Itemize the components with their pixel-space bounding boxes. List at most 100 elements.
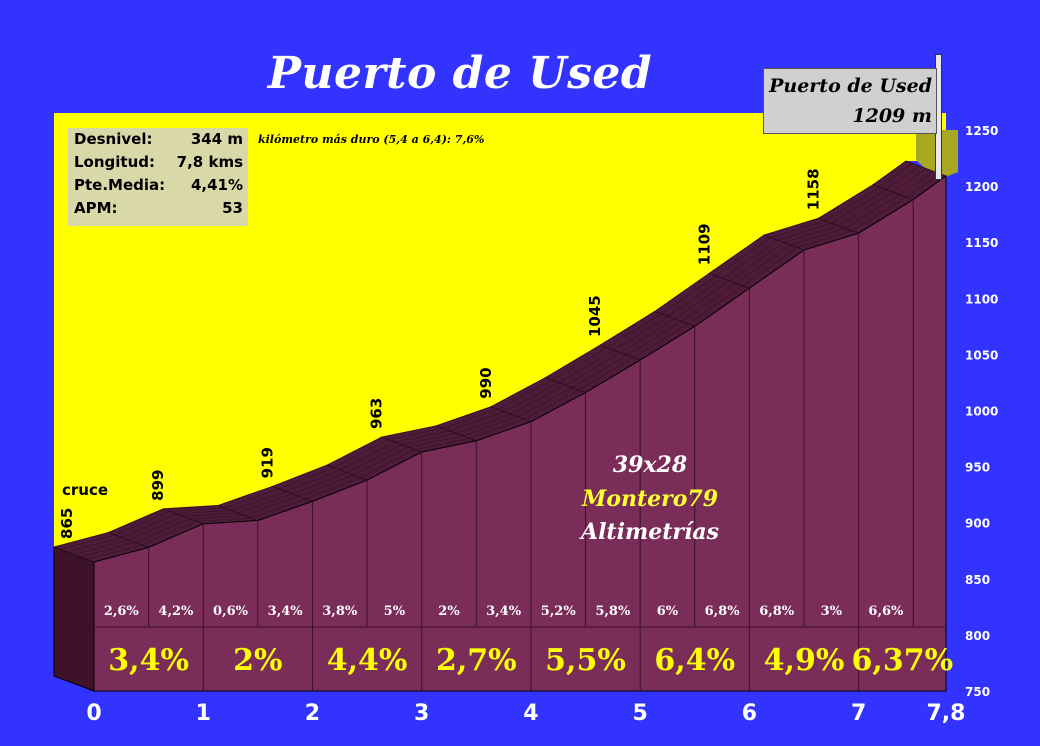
profile-top-hatch [606, 313, 662, 348]
profile-top-hatch [838, 191, 894, 226]
half-km-gradient-label: 5,2% [541, 604, 577, 619]
profile-top-hatch [777, 222, 833, 241]
profile-top-hatch [135, 518, 191, 543]
y-tick-label: 800 [965, 629, 990, 643]
y-tick-label: 1150 [965, 236, 998, 250]
y-tick-label: 950 [965, 461, 990, 475]
profile-top-hatch [497, 379, 553, 410]
profile-top-hatch [558, 349, 614, 383]
y-tick-label: 1100 [965, 292, 998, 306]
profile-top-hatch [442, 408, 498, 429]
half-km-gradient-label: 5,8% [595, 604, 631, 619]
profile-top-hatch [333, 439, 389, 468]
profile-top-hatch [626, 321, 682, 356]
half-km-gradient-label: 6% [657, 604, 679, 619]
profile-top-hatch [681, 282, 737, 322]
profile-top-hatch [504, 382, 560, 412]
profile-top-hatch [292, 472, 348, 495]
km-gradient-label: 6,4% [654, 643, 735, 678]
profile-top-hatch [408, 435, 464, 448]
credit-line-1: 39x28 [612, 452, 688, 478]
profile-top-hatch [449, 411, 505, 432]
profile-top-hatch [60, 534, 116, 550]
stat-value: 4,41% [190, 176, 243, 194]
profile-top-hatch [619, 318, 675, 353]
altitude-label: 899 [149, 470, 167, 501]
km-gradient-label: 2,7% [436, 643, 517, 678]
km-gradient-label: 2% [233, 643, 282, 678]
km-gradient-label: 6,37% [852, 643, 954, 678]
altitude-label: 990 [477, 367, 495, 398]
profile-top-hatch [899, 170, 933, 195]
profile-top-hatch [524, 389, 580, 420]
profile-top-hatch [244, 496, 300, 516]
altitude-label: 865 [58, 508, 76, 539]
y-tick-label: 850 [965, 573, 990, 587]
stat-value: 53 [222, 199, 243, 217]
stat-label: Pte.Media: [74, 176, 166, 194]
profile-top-hatch [87, 544, 143, 560]
profile-top-hatch [517, 387, 573, 417]
profile-top-hatch [360, 449, 416, 478]
profile-top-hatch [735, 244, 791, 284]
summit-altitude: 1209 m [852, 105, 932, 127]
hardest-km-note: kilómetro más duro (5,4 a 6,4): 7,6% [258, 133, 485, 146]
profile-top-hatch [346, 444, 402, 473]
stat-pendiente-media: Pte.Media: 4,41% [68, 174, 248, 197]
profile-top-hatch [251, 498, 306, 519]
profile-top-hatch [661, 275, 717, 315]
profile-top-hatch [715, 237, 771, 276]
profile-top-hatch [687, 285, 743, 325]
stat-value: 344 m [190, 130, 243, 148]
stat-label: Desnivel: [74, 130, 153, 148]
profile-front-face [93, 175, 947, 692]
profile-top-hatch [797, 230, 853, 248]
profile-top-hatch [231, 491, 286, 511]
half-km-gradient-label: 6,6% [868, 604, 904, 619]
profile-top-hatch [224, 488, 280, 509]
profile-top-hatch [667, 277, 723, 317]
km-gradient-label: 3,4% [108, 643, 189, 678]
profile-top-hatch [141, 521, 197, 546]
half-km-gradient-label: 3% [821, 604, 843, 619]
profile-top-hatch [893, 168, 927, 193]
x-tick-label: 7 [851, 701, 866, 726]
profile-top-hatch [578, 357, 634, 391]
half-km-gradient-label: 3,8% [322, 604, 358, 619]
profile-top-hatch [906, 173, 940, 198]
credit-line-2: Montero79 [581, 486, 719, 512]
profile-top-hatch [845, 194, 901, 229]
altitude-label: 963 [368, 398, 386, 429]
profile-top-hatch [722, 239, 778, 279]
profile-top-hatch [674, 280, 730, 320]
profile-top-hatch [462, 416, 518, 437]
profile-top-hatch [886, 165, 920, 190]
profile-top-hatch [851, 196, 907, 231]
altitude-label: 1158 [805, 168, 823, 210]
half-km-gradient-label: 5% [384, 604, 406, 619]
half-km-gradient-label: 2% [438, 604, 460, 619]
profile-top-hatch [613, 316, 669, 351]
sky-area [54, 113, 946, 547]
stat-label: APM: [74, 199, 118, 217]
x-tick-label: 4 [523, 701, 538, 726]
x-tick-label: 2 [305, 701, 320, 726]
profile-top-hatch [552, 347, 607, 381]
profile-top-hatch [285, 469, 341, 492]
stat-apm: APM: 53 [68, 197, 248, 220]
start-label: cruce [62, 481, 108, 499]
profile-top-hatch [401, 433, 457, 445]
stat-label: Longitud: [74, 153, 156, 171]
profile-top-hatch [183, 512, 238, 517]
x-tick-label: 0 [86, 701, 101, 726]
profile-top-hatch [565, 352, 621, 386]
profile-top-hatch [169, 507, 225, 512]
profile-top-hatch [633, 323, 689, 358]
stat-value: 7,8 kms [176, 153, 243, 171]
profile-top-hatch [879, 163, 913, 188]
half-km-gradient-label: 6,8% [705, 604, 741, 619]
half-km-gradient-label: 6,8% [759, 604, 795, 619]
profile-top-hatch [340, 441, 396, 471]
altitude-label: 919 [258, 447, 276, 478]
